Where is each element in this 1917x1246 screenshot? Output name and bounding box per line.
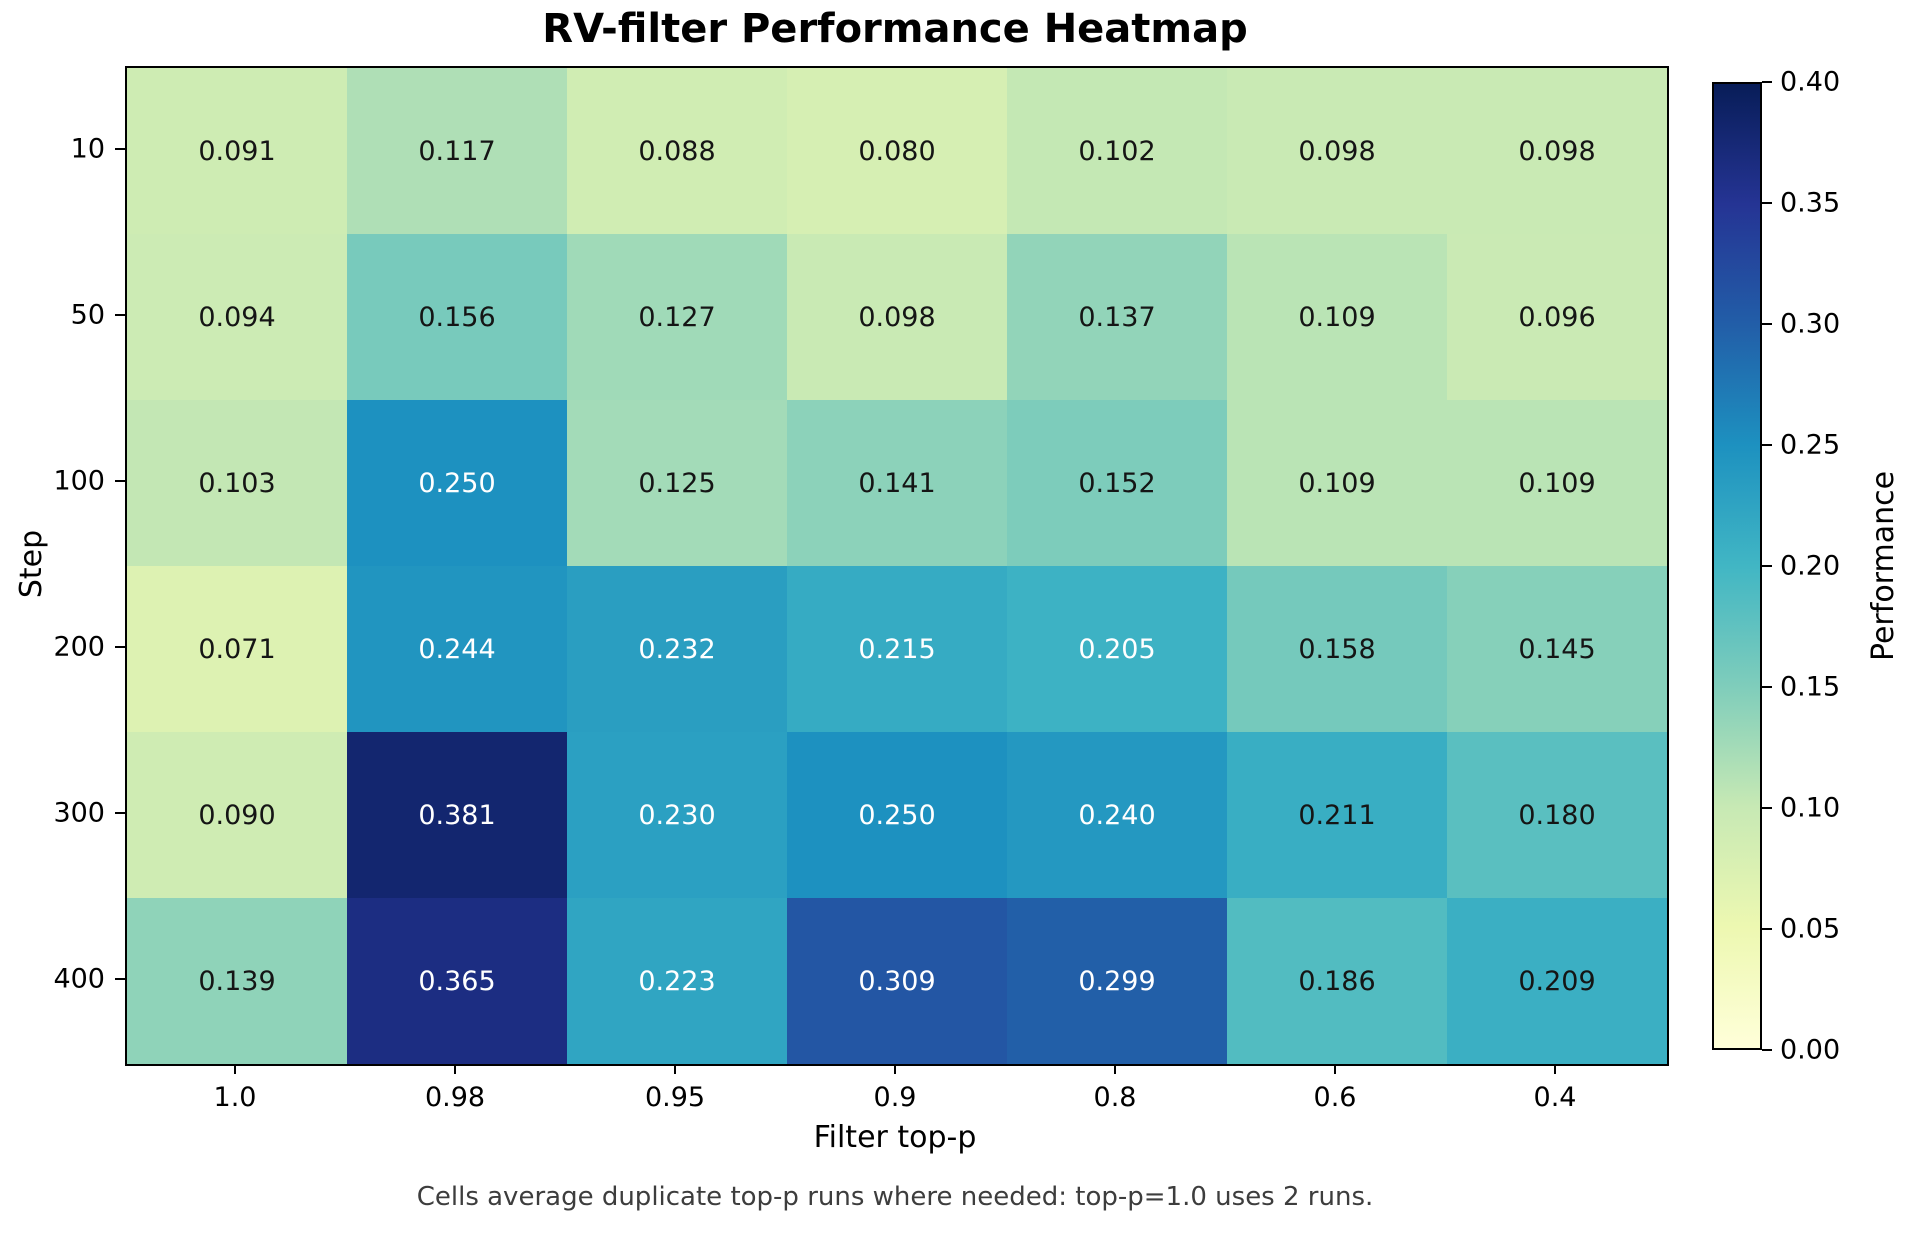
heatmap-cell: 0.127 [567,234,787,400]
x-tick-mark [1554,1064,1556,1074]
y-tick-mark [115,646,125,648]
colorbar-tick-label: 0.30 [1780,308,1841,340]
x-tick-label: 0.9 [873,1082,917,1113]
heatmap-cell: 0.102 [1007,68,1227,234]
heatmap-cell: 0.088 [567,68,787,234]
x-tick-label: 0.4 [1533,1082,1577,1113]
colorbar-tick-mark [1762,1049,1772,1051]
heatmap-cell: 0.232 [567,566,787,732]
x-tick-label: 0.98 [424,1082,486,1113]
heatmap-cell: 0.098 [1447,68,1667,234]
heatmap-cell: 0.125 [567,400,787,566]
colorbar-tick-mark [1762,444,1772,446]
colorbar-tick-label: 0.15 [1780,671,1841,703]
heatmap-cell: 0.223 [567,898,787,1064]
heatmap-cell: 0.240 [1007,732,1227,898]
heatmap-cell: 0.098 [787,234,1007,400]
y-tick-mark [115,314,125,316]
x-tick-mark [1334,1064,1336,1074]
heatmap-cell: 0.250 [787,732,1007,898]
y-tick-label: 50 [70,299,105,331]
colorbar-tick-mark [1762,81,1772,83]
heatmap-cell: 0.109 [1447,400,1667,566]
heatmap-cell: 0.080 [787,68,1007,234]
colorbar-tick-label: 0.20 [1780,550,1841,582]
x-tick-label: 0.6 [1313,1082,1357,1113]
colorbar-tick-label: 0.25 [1780,429,1841,461]
y-tick-label: 300 [53,797,105,829]
colorbar-tick-mark [1762,807,1772,809]
x-tick-label: 0.95 [644,1082,706,1113]
x-tick-mark [454,1064,456,1074]
heatmap-cell: 0.211 [1227,732,1447,898]
heatmap-cell: 0.299 [1007,898,1227,1064]
heatmap-cell: 0.381 [347,732,567,898]
colorbar-tick-label: 0.00 [1780,1034,1841,1066]
y-tick-label: 400 [53,963,105,995]
heatmap-cell: 0.109 [1227,234,1447,400]
heatmap-cell: 0.186 [1227,898,1447,1064]
heatmap-cell: 0.152 [1007,400,1227,566]
heatmap-cell: 0.098 [1227,68,1447,234]
y-tick-mark [115,480,125,482]
heatmap-cell: 0.139 [127,898,347,1064]
y-axis-label: Step [14,529,49,599]
heatmap-cell: 0.180 [1447,732,1667,898]
heatmap-cell: 0.094 [127,234,347,400]
heatmap-cell: 0.250 [347,400,567,566]
colorbar-tick-label: 0.10 [1780,792,1841,824]
heatmap-cell: 0.205 [1007,566,1227,732]
heatmap-grid: 0.091 0.117 0.088 0.080 0.102 0.098 0.098 0.094… [125,66,1669,1066]
y-tick-label: 10 [70,133,105,165]
heatmap-cell: 0.117 [347,68,567,234]
heatmap-cell: 0.071 [127,566,347,732]
heatmap-cell: 0.230 [567,732,787,898]
colorbar-tick-mark [1762,686,1772,688]
x-axis-label: Filter top-p [813,1120,977,1155]
heatmap-cell: 0.103 [127,400,347,566]
colorbar-tick-label: 0.35 [1780,187,1841,219]
heatmap-cell: 0.244 [347,566,567,732]
heatmap-cell: 0.145 [1447,566,1667,732]
x-tick-label: 1.0 [213,1082,257,1113]
heatmap-cell: 0.158 [1227,566,1447,732]
caption: Cells average duplicate top-p runs where… [416,1182,1374,1212]
x-tick-label: 0.8 [1093,1082,1137,1113]
colorbar-tick-mark [1762,323,1772,325]
y-tick-mark [115,148,125,150]
colorbar-tick-mark [1762,202,1772,204]
heatmap-cell: 0.090 [127,732,347,898]
colorbar-tick-mark [1762,928,1772,930]
y-tick-mark [115,978,125,980]
colorbar-label: Performance [1866,470,1901,662]
x-tick-mark [674,1064,676,1074]
heatmap-cell: 0.209 [1447,898,1667,1064]
heatmap-cell: 0.215 [787,566,1007,732]
heatmap-cell: 0.096 [1447,234,1667,400]
heatmap-cell: 0.156 [347,234,567,400]
heatmap-cell: 0.091 [127,68,347,234]
colorbar-tick-label: 0.40 [1780,66,1841,98]
heatmap-cell: 0.309 [787,898,1007,1064]
x-tick-mark [234,1064,236,1074]
x-tick-mark [1114,1064,1116,1074]
heatmap-cell: 0.109 [1227,400,1447,566]
chart-title: RV-filter Performance Heatmap [542,6,1248,52]
y-tick-label: 200 [53,631,105,663]
heatmap-cell: 0.365 [347,898,567,1064]
colorbar-tick-mark [1762,565,1772,567]
colorbar [1712,82,1762,1050]
heatmap-cell: 0.137 [1007,234,1227,400]
y-tick-label: 100 [53,465,105,497]
x-tick-mark [894,1064,896,1074]
heatmap-cell: 0.141 [787,400,1007,566]
y-tick-mark [115,812,125,814]
colorbar-tick-label: 0.05 [1780,913,1841,945]
